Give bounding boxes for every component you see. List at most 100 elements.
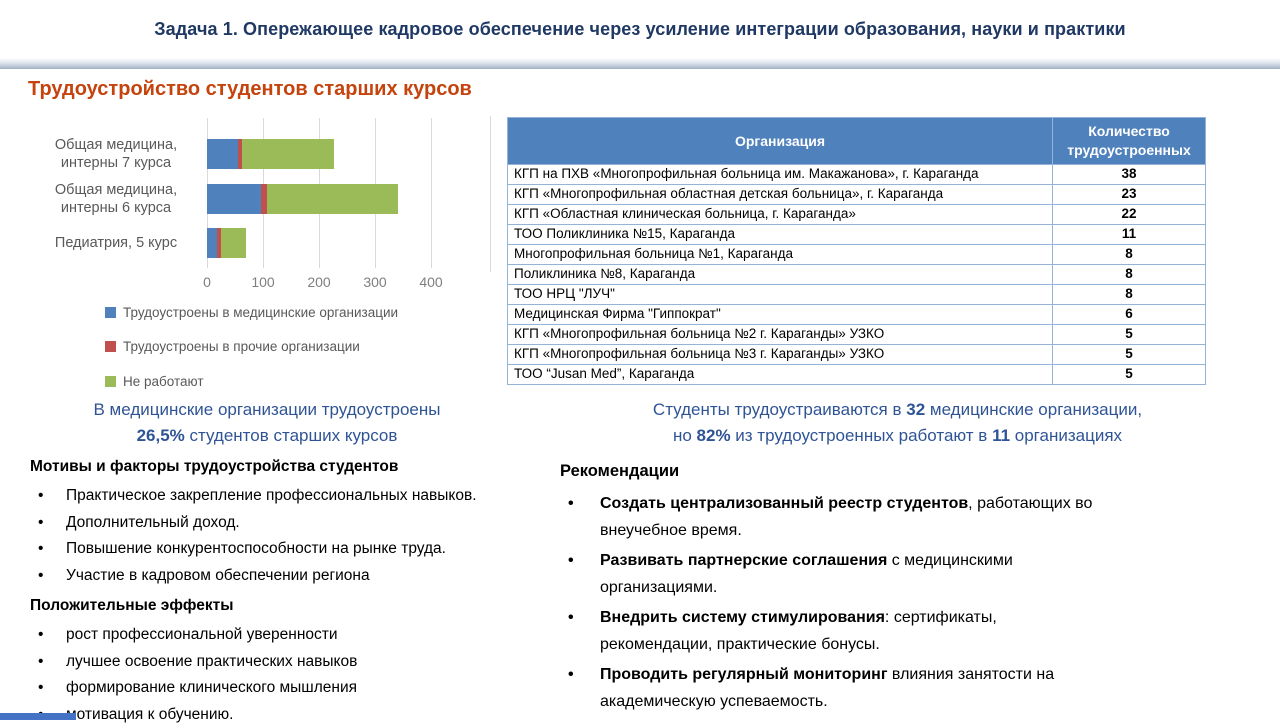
bar-segment [242,139,334,169]
table-cell-organization: КГП на ПХВ «Многопрофильная больница им.… [508,165,1053,185]
effects-item: • рост профессиональной уверенности [30,622,555,649]
table-cell-organization: ТОО Поликлиника №15, Караганда [508,225,1053,245]
bar-row [207,139,334,169]
recommendations-block: Рекомендации •Создать централизованный р… [560,462,1160,718]
legend-swatch [105,307,116,318]
bullet-icon: • [568,661,574,688]
table-cell-organization: Поликлиника №8, Караганда [508,265,1053,285]
chart-plot [207,116,491,272]
motives-item-text: Дополнительный доход. [66,514,240,531]
recommendation-item: •Развивать партнерские соглашения с меди… [560,547,1160,601]
table-row: ТОО НРЦ "ЛУЧ"8 [508,285,1206,305]
effects-item-text: лучшее освоение практических навыков [66,653,357,670]
section-title: Трудоустройство студентов старших курсов [28,78,472,101]
statement-text: Студенты трудоустраиваются в [653,400,906,419]
effects-heading: Положительные эффекты [30,597,555,615]
table-cell-organization: ТОО “Jusan Med”, Караганда [508,365,1053,385]
recommendation-item-bold: Создать централизованный реестр студенто… [600,495,968,512]
table-cell-count: 11 [1053,225,1206,245]
x-axis-tick-label: 100 [241,274,285,290]
bar-segment [221,228,246,258]
statement-highlight: 32 [906,400,925,419]
motives-item: • Участие в кадровом обеспечении региона [30,563,555,590]
table-cell-count: 8 [1053,285,1206,305]
statement-organizations: Студенты трудоустраиваются в 32 медицинс… [545,397,1250,449]
effects-item-text: рост профессиональной уверенности [66,626,338,643]
motives-item: • Дополнительный доход. [30,510,555,537]
bullet-icon: • [38,649,43,676]
table-cell-organization: Медицинская Фирма "Гиппократ" [508,305,1053,325]
table-row: КГП на ПХВ «Многопрофильная больница им.… [508,165,1206,185]
chart-category-label: Педиатрия, 5 курс [30,234,202,252]
table-cell-count: 23 [1053,185,1206,205]
table-cell-organization: ТОО НРЦ "ЛУЧ" [508,285,1053,305]
bullet-icon: • [38,510,43,537]
legend-label: Не работают [123,374,204,389]
table-cell-count: 8 [1053,265,1206,285]
legend-swatch [105,341,116,352]
table-cell-organization: КГП «Многопрофильная больница №3 г. Кара… [508,345,1053,365]
motives-item: •Практическое закрепление профессиональн… [30,483,555,510]
slide-header: Задача 1. Опережающее кадровое обеспечен… [0,0,1280,58]
statement-highlight: 11 [992,426,1010,445]
x-axis-tick-label: 0 [185,274,229,290]
table-header-row: Организация Количество трудоустроенных [508,118,1206,165]
statement-text: из трудоустроенных работают в [731,426,993,445]
legend-item: Трудоустроены в прочие организации [105,339,360,355]
motives-item: •Повышение конкурентоспособности на рынк… [30,536,555,563]
bullet-icon: • [568,547,574,574]
table-cell-organization: КГП «Многопрофильная больница №2 г. Кара… [508,325,1053,345]
bar-segment [207,228,217,258]
gridline [431,118,432,268]
bar-row [207,184,398,214]
statement-text: студентов старших курсов [185,426,398,445]
bullet-icon: • [568,604,574,631]
effects-item: • формирование клинического мышления [30,675,555,702]
table-row: КГП «Многопрофильная больница №3 г. Кара… [508,345,1206,365]
recommendation-item: • Создать централизованный реестр студент… [560,490,1160,544]
x-axis-tick-label: 300 [353,274,397,290]
bar-segment [207,139,238,169]
effects-item-text: формирование клинического мышления [66,679,357,696]
legend-swatch [105,376,116,387]
motives-effects-block: Мотивы и факторы трудоустройства студент… [30,458,555,728]
effects-item: • лучшее освоение практических навыков [30,649,555,676]
table-row: Медицинская Фирма "Гиппократ"6 [508,305,1206,325]
statement-highlight: 82% [697,426,731,445]
recommendation-item: •Проводить регулярный мониторинг влияния… [560,661,1160,715]
recommendation-item: •Внедрить систему стимулирования: сертиф… [560,604,1160,658]
table-cell-count: 8 [1053,245,1206,265]
statement-text: В медицинские организации трудоустроены [94,400,441,419]
table-header-count: Количество трудоустроенных [1053,118,1206,165]
table-body: КГП на ПХВ «Многопрофильная больница им.… [508,165,1206,385]
table-cell-organization: Многопрофильная больница №1, Караганда [508,245,1053,265]
legend-label: Трудоустроены в медицинские организации [123,305,398,320]
motives-list: • Практическое закрепление профессиональн… [30,483,555,589]
table-row: КГП «Многопрофильная больница №2 г. Кара… [508,325,1206,345]
bullet-icon: • [38,675,43,702]
recommendation-item-bold: Развивать партнерские соглашения [600,552,887,569]
bar-segment [207,184,261,214]
table-cell-count: 5 [1053,325,1206,345]
table-row: КГП «Многопрофильная областная детская б… [508,185,1206,205]
bullet-icon: • [38,622,43,649]
bullet-icon: • [568,490,574,517]
table-header-organization: Организация [508,118,1053,165]
statement-highlight: 26,5% [137,426,185,445]
x-axis-tick-label: 400 [409,274,453,290]
motives-heading: Мотивы и факторы трудоустройства студент… [30,458,555,476]
motives-item-text: Участие в кадровом обеспечении региона [66,567,370,584]
legend-label: Трудоустроены в прочие организации [123,339,360,354]
legend-item: Не работают [105,373,204,389]
employment-table: Организация Количество трудоустроенных К… [507,117,1206,385]
header-divider [0,58,1280,69]
bullet-icon: • [38,563,43,590]
effects-item: •мотивация к обучению. [30,702,555,728]
legend-item: Трудоустроены в медицинские организации [105,304,398,320]
motives-item-text: Практическое закрепление профессиональны… [66,487,477,504]
table-row: КГП «Областная клиническая больница, г. … [508,205,1206,225]
